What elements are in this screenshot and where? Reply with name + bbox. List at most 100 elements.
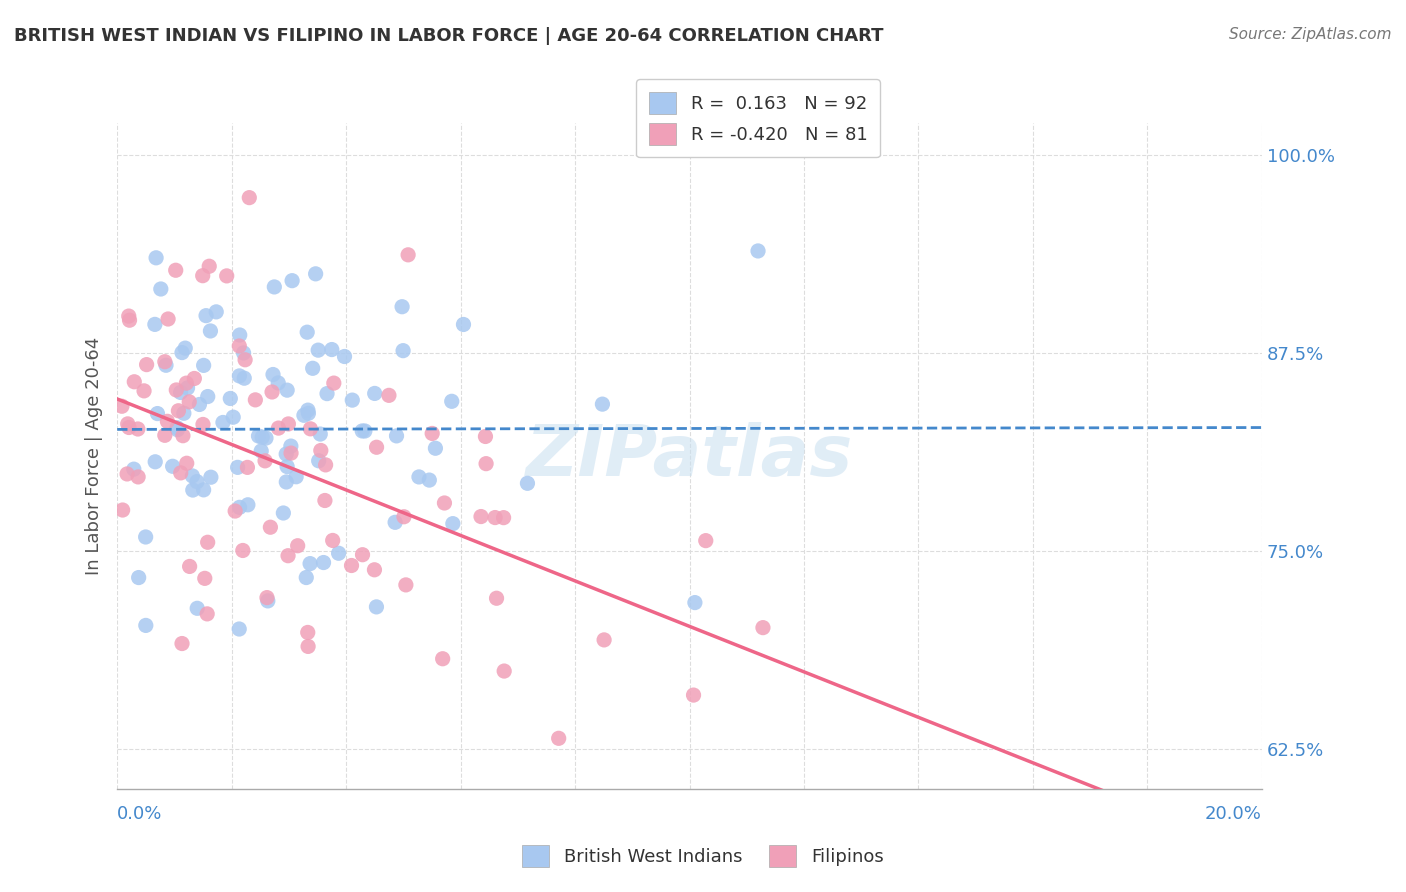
Filipinos — [156, 414, 179, 428]
Filipinos — [433, 496, 456, 510]
British West Indians — [233, 371, 256, 385]
British West Indians — [307, 343, 329, 358]
British West Indians — [304, 267, 326, 281]
Filipinos — [260, 384, 283, 399]
Filipinos — [256, 591, 278, 605]
British West Indians — [263, 280, 285, 294]
British West Indians — [169, 385, 191, 400]
British West Indians — [219, 392, 242, 406]
British West Indians — [250, 430, 273, 444]
Filipinos — [363, 563, 385, 577]
Filipinos — [682, 688, 704, 702]
Legend: British West Indians, Filipinos: British West Indians, Filipinos — [515, 838, 891, 874]
British West Indians — [747, 244, 769, 258]
British West Indians — [200, 324, 222, 338]
British West Indians — [273, 506, 295, 520]
British West Indians — [440, 394, 463, 409]
Filipinos — [378, 388, 401, 402]
British West Indians — [309, 427, 332, 442]
British West Indians — [229, 328, 252, 343]
Filipinos — [297, 625, 319, 640]
British West Indians — [135, 618, 157, 632]
British West Indians — [453, 318, 475, 332]
Legend: R =  0.163   N = 92, R = -0.420   N = 81: R = 0.163 N = 92, R = -0.420 N = 81 — [637, 79, 880, 158]
Filipinos — [157, 312, 180, 326]
British West Indians — [276, 475, 298, 489]
Filipinos — [232, 543, 254, 558]
British West Indians — [176, 381, 198, 395]
British West Indians — [174, 341, 197, 355]
British West Indians — [299, 557, 322, 571]
Text: 0.0%: 0.0% — [117, 805, 163, 823]
Filipinos — [115, 467, 138, 481]
Y-axis label: In Labor Force | Age 20-64: In Labor Force | Age 20-64 — [86, 337, 103, 575]
British West Indians — [262, 368, 284, 382]
British West Indians — [236, 498, 259, 512]
British West Indians — [162, 459, 184, 474]
British West Indians — [276, 447, 298, 461]
Filipinos — [340, 558, 363, 573]
British West Indians — [297, 403, 319, 417]
Filipinos — [124, 375, 146, 389]
Filipinos — [492, 510, 515, 524]
British West Indians — [145, 251, 167, 265]
Filipinos — [236, 460, 259, 475]
Filipinos — [170, 636, 193, 650]
Filipinos — [474, 429, 496, 443]
Filipinos — [179, 559, 201, 574]
Filipinos — [127, 470, 149, 484]
Filipinos — [118, 309, 141, 323]
Text: BRITISH WEST INDIAN VS FILIPINO IN LABOR FORCE | AGE 20-64 CORRELATION CHART: BRITISH WEST INDIAN VS FILIPINO IN LABOR… — [14, 27, 883, 45]
British West Indians — [391, 300, 413, 314]
Filipinos — [392, 509, 415, 524]
British West Indians — [352, 424, 374, 438]
Filipinos — [396, 248, 419, 262]
British West Indians — [683, 596, 706, 610]
British West Indians — [135, 530, 157, 544]
British West Indians — [353, 424, 375, 438]
Text: Source: ZipAtlas.com: Source: ZipAtlas.com — [1229, 27, 1392, 42]
Filipinos — [165, 263, 187, 277]
Filipinos — [420, 426, 443, 441]
British West Indians — [256, 594, 278, 608]
Filipinos — [176, 456, 198, 470]
Filipinos — [179, 395, 201, 409]
British West Indians — [197, 390, 219, 404]
British West Indians — [591, 397, 613, 411]
British West Indians — [295, 570, 318, 584]
Filipinos — [118, 420, 141, 434]
British West Indians — [384, 516, 406, 530]
British West Indians — [200, 470, 222, 484]
Filipinos — [172, 428, 194, 442]
Filipinos — [191, 268, 214, 283]
British West Indians — [195, 309, 218, 323]
British West Indians — [516, 476, 538, 491]
Text: ZIPatlas: ZIPatlas — [526, 422, 853, 491]
Filipinos — [299, 422, 322, 436]
British West Indians — [166, 423, 188, 437]
British West Indians — [297, 406, 319, 420]
British West Indians — [143, 318, 166, 332]
British West Indians — [173, 406, 195, 420]
British West Indians — [228, 368, 250, 383]
British West Indians — [222, 410, 245, 425]
Filipinos — [314, 493, 336, 508]
British West Indians — [122, 462, 145, 476]
Filipinos — [111, 503, 134, 517]
Filipinos — [118, 313, 141, 327]
British West Indians — [146, 407, 169, 421]
British West Indians — [385, 429, 408, 443]
British West Indians — [321, 343, 343, 357]
Filipinos — [277, 549, 299, 563]
British West Indians — [254, 431, 277, 445]
Filipinos — [197, 535, 219, 549]
Filipinos — [183, 371, 205, 385]
British West Indians — [193, 359, 215, 373]
British West Indians — [301, 361, 323, 376]
Filipinos — [547, 731, 569, 746]
Filipinos — [191, 417, 214, 432]
British West Indians — [441, 516, 464, 531]
Filipinos — [593, 632, 616, 647]
Filipinos — [254, 454, 277, 468]
Filipinos — [224, 504, 246, 518]
